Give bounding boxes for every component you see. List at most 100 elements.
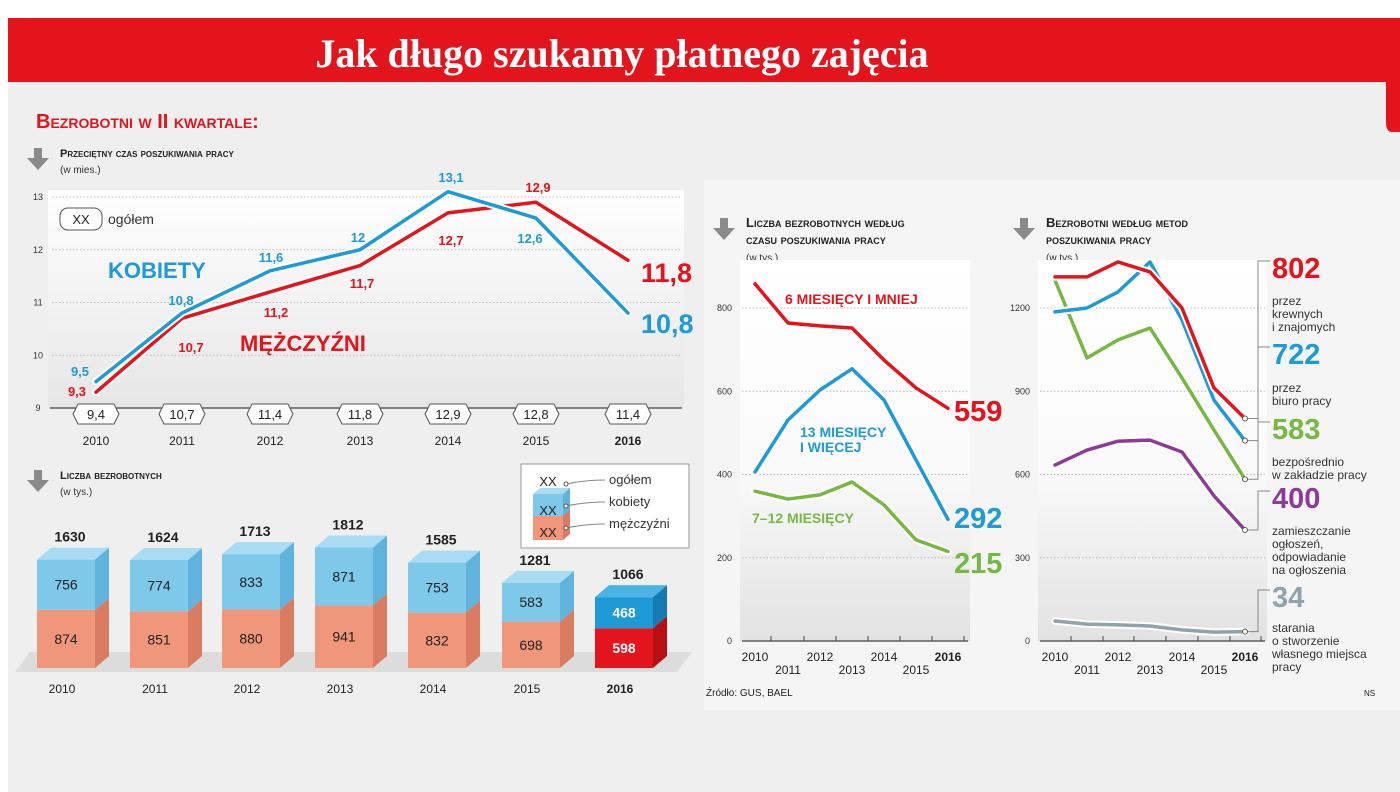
series-name: biuro pracy bbox=[1272, 394, 1331, 408]
chart-by-duration: Liczba bezrobotnych według czasu poszukiw… bbox=[713, 215, 1002, 677]
series-line-1 bbox=[1053, 260, 1247, 443]
bar-men bbox=[595, 628, 653, 668]
bar-men bbox=[315, 605, 373, 668]
arrow-down-icon bbox=[27, 470, 49, 492]
bar-top bbox=[408, 550, 480, 563]
bar-women bbox=[37, 559, 95, 610]
bar-value-men: 832 bbox=[425, 632, 449, 648]
bar-value-women: 756 bbox=[54, 577, 78, 593]
chart-avg-search-time: Przeciętny czas poszukiwania pracy (w mie… bbox=[27, 148, 694, 448]
data-label-men: 9,3 bbox=[68, 384, 86, 399]
legend-leader bbox=[565, 523, 606, 529]
legend-label: mężczyźni bbox=[609, 516, 670, 531]
series-line-2 bbox=[1053, 278, 1247, 481]
total-value: 12,9 bbox=[435, 407, 460, 422]
series-name: zamieszczanie bbox=[1272, 524, 1351, 538]
endpoint-marker bbox=[1242, 437, 1248, 444]
total-badge bbox=[336, 403, 384, 425]
total-badge bbox=[512, 403, 560, 425]
y-tick-label: 13 bbox=[33, 192, 43, 202]
legend-box-text: XX bbox=[539, 474, 557, 489]
data-label-men: 11,7 bbox=[350, 276, 375, 291]
x-tick-label: 2015 bbox=[523, 434, 550, 448]
arrow-down-icon bbox=[713, 218, 735, 240]
chart-unemployed-count: Liczba bezrobotnych (w tys.) 874 756 1630 201… bbox=[15, 463, 692, 696]
legend-swatch-men bbox=[533, 516, 563, 540]
legend-swatch-top bbox=[533, 488, 570, 494]
chart-title: Liczba bezrobotnych według bbox=[746, 215, 905, 230]
y-tick-label: 0 bbox=[1025, 636, 1030, 646]
arrow-down-icon bbox=[27, 148, 49, 170]
legend-swatch-women bbox=[533, 494, 563, 516]
data-label-men: 11,2 bbox=[264, 305, 289, 320]
bar-men bbox=[37, 609, 95, 668]
total-value: 9,4 bbox=[87, 407, 105, 422]
callout-leader bbox=[1245, 260, 1270, 419]
x-tick-label: 2011 bbox=[1074, 663, 1100, 677]
bar-men bbox=[130, 611, 188, 668]
data-label-men: 12,7 bbox=[438, 233, 463, 248]
endpoint-marker bbox=[1242, 415, 1248, 422]
series-name: starania bbox=[1272, 621, 1315, 635]
bar-men-side bbox=[188, 599, 202, 668]
chart-unit-label: (w tys.) bbox=[746, 253, 778, 264]
bar-value-men: 851 bbox=[147, 632, 171, 648]
series-name: i znajomych bbox=[1272, 320, 1335, 334]
bar-women bbox=[502, 582, 560, 622]
chart-title: Bezrobotni według metod bbox=[1046, 215, 1188, 230]
x-tick-label: 2011 bbox=[169, 434, 195, 448]
data-label-women: 10,8 bbox=[168, 293, 193, 308]
endpoint-marker bbox=[1242, 476, 1248, 483]
series-name-women: KOBIETY bbox=[108, 258, 206, 283]
bar-value-women: 583 bbox=[519, 594, 543, 610]
bar-men-side bbox=[466, 600, 480, 668]
series-name: przez bbox=[1272, 294, 1301, 308]
title-banner bbox=[8, 18, 1400, 132]
total-value: 11,8 bbox=[348, 407, 372, 422]
series-line-1 bbox=[753, 367, 950, 522]
bar-women bbox=[315, 547, 373, 606]
legend-leader bbox=[565, 479, 606, 485]
series-name: bezpośrednio bbox=[1272, 455, 1344, 469]
bar-total: 1585 bbox=[425, 532, 456, 548]
total-badge bbox=[424, 403, 472, 425]
series-name: 13 MIESIĘCY bbox=[800, 424, 887, 440]
legend-label: ogółem bbox=[609, 472, 652, 487]
series-name-men: MĘŻCZYŹNI bbox=[240, 331, 366, 356]
x-tick-label: 2014 bbox=[871, 650, 898, 664]
legend-box-text: XX bbox=[539, 503, 557, 518]
bar-women-side bbox=[653, 585, 667, 629]
bar-men-side bbox=[280, 597, 294, 668]
plot-area bbox=[740, 260, 970, 641]
y-tick-label: 0 bbox=[727, 636, 732, 646]
end-value: 400 bbox=[1272, 483, 1320, 515]
bar-value-women: 753 bbox=[425, 580, 449, 596]
legend-label: kobiety bbox=[609, 494, 651, 509]
x-tick-label: 2012 bbox=[257, 434, 284, 448]
x-tick-label: 2012 bbox=[807, 650, 834, 664]
x-tick-label: 2016 bbox=[1232, 650, 1259, 664]
total-badge bbox=[72, 403, 120, 425]
y-tick-label: 200 bbox=[717, 553, 732, 563]
end-label-women: 10,8 bbox=[641, 309, 694, 339]
series-name: własnego miejsca bbox=[1271, 647, 1367, 661]
legend-dot bbox=[563, 481, 569, 487]
x-tick-label: 2013 bbox=[327, 682, 354, 696]
series-line-3 bbox=[1053, 438, 1247, 532]
y-tick-label: 9 bbox=[35, 403, 40, 413]
chart-unit-label: (w tys.) bbox=[60, 487, 92, 498]
bar-women-side bbox=[466, 550, 480, 613]
legend-label: ogółem bbox=[108, 211, 154, 227]
end-label-men: 11,8 bbox=[641, 258, 692, 288]
x-tick-label: 2010 bbox=[83, 434, 110, 448]
chart-unit-label: (w mies.) bbox=[60, 165, 101, 176]
bar-women-side bbox=[95, 547, 109, 610]
total-value: 10,7 bbox=[169, 407, 194, 422]
legend-swatch-side bbox=[563, 488, 570, 516]
y-tick-label: 400 bbox=[717, 470, 732, 480]
total-value: 12,8 bbox=[523, 407, 548, 422]
series-name: 6 MIESIĘCY I MNIEJ bbox=[785, 291, 918, 307]
y-tick-label: 11 bbox=[33, 298, 42, 308]
bar-total: 1624 bbox=[147, 529, 178, 545]
